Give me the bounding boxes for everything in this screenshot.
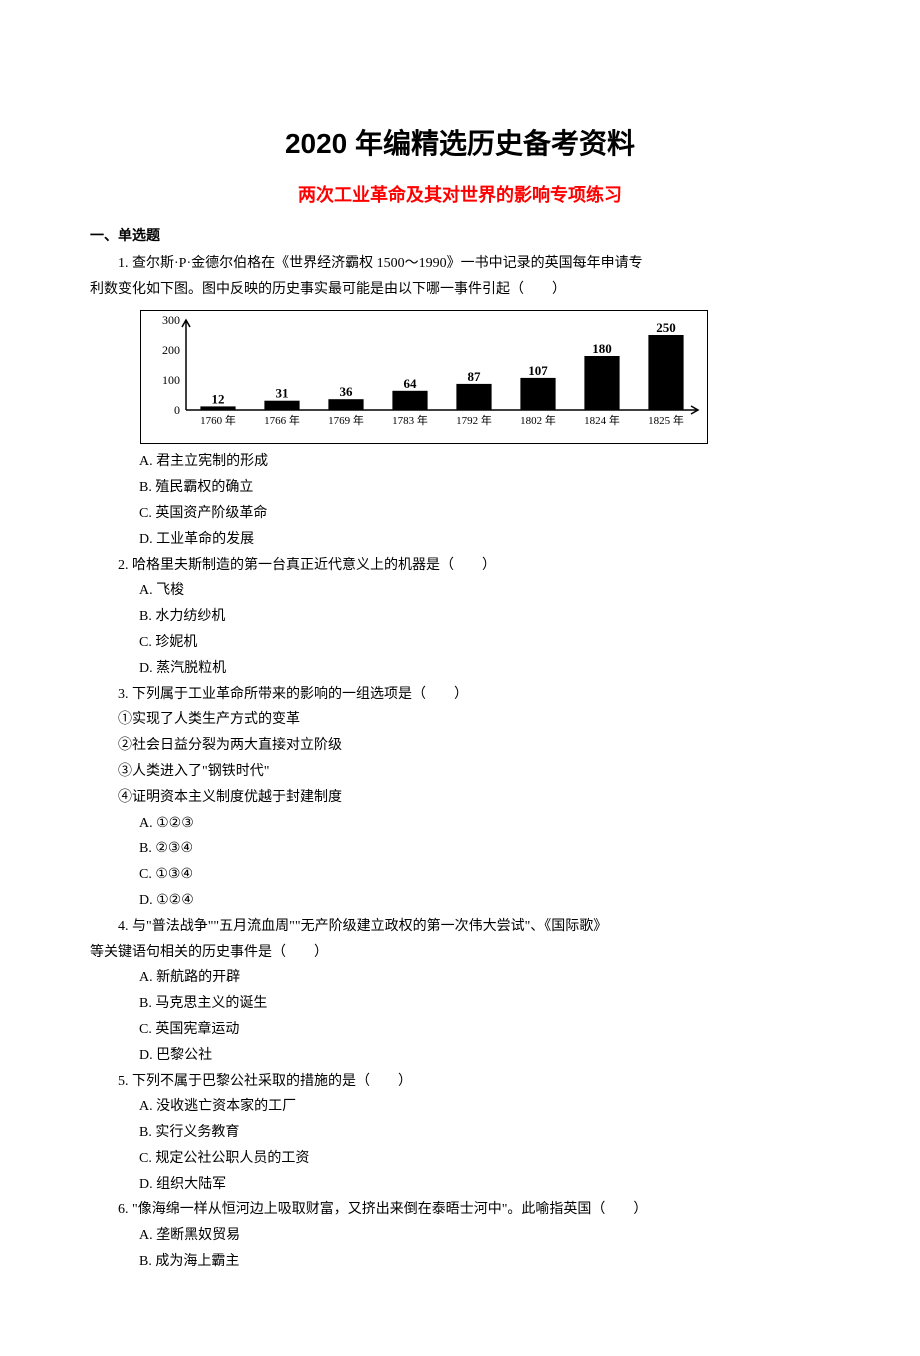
svg-text:200: 200 xyxy=(162,343,180,357)
q5-stem: 5. 下列不属于巴黎公社采取的措施的是（ ） xyxy=(90,1070,830,1094)
q4-stem-line2: 等关键语句相关的历史事件是（ ） xyxy=(90,941,830,965)
main-title: 2020 年编精选历史备考资料 xyxy=(90,120,830,168)
svg-text:250: 250 xyxy=(656,320,676,335)
q3-sub-1: ①实现了人类生产方式的变革 xyxy=(90,708,830,732)
q5-option-a: A. 没收逃亡资本家的工厂 xyxy=(90,1095,830,1119)
svg-text:64: 64 xyxy=(404,375,418,390)
bar-chart-svg: 0 100 200 300 12 1760 年 31 1766 年 36 1769 年 64 1783… xyxy=(144,314,704,432)
q1-option-c: C. 英国资产阶级革命 xyxy=(90,502,830,526)
q6-option-a: A. 垄断黑奴贸易 xyxy=(90,1224,830,1248)
q3-option-b: B. ②③④ xyxy=(90,837,830,861)
svg-text:0: 0 xyxy=(174,403,180,417)
q3-option-d: D. ①②④ xyxy=(90,889,830,913)
q2-option-a: A. 飞梭 xyxy=(90,579,830,603)
svg-text:1824 年: 1824 年 xyxy=(584,413,620,427)
q1-option-b: B. 殖民霸权的确立 xyxy=(90,476,830,500)
q3-sub-3: ③人类进入了"钢铁时代" xyxy=(90,760,830,784)
q4-option-b: B. 马克思主义的诞生 xyxy=(90,992,830,1016)
q3-option-c: C. ①③④ xyxy=(90,863,830,887)
svg-text:36: 36 xyxy=(340,384,354,399)
svg-text:107: 107 xyxy=(528,362,548,377)
svg-text:100: 100 xyxy=(162,373,180,387)
section-heading-1: 一、单选题 xyxy=(90,224,830,248)
q5-option-c: C. 规定公社公职人员的工资 xyxy=(90,1147,830,1171)
q2-option-b: B. 水力纺纱机 xyxy=(90,605,830,629)
q6-stem: 6. "像海绵一样从恒河边上吸取财富，又挤出来倒在泰晤士河中"。此喻指英国（ ） xyxy=(90,1198,830,1222)
q2-option-c: C. 珍妮机 xyxy=(90,631,830,655)
q5-option-b: B. 实行义务教育 xyxy=(90,1121,830,1145)
sub-title: 两次工业革命及其对世界的影响专项练习 xyxy=(90,180,830,211)
q4-option-a: A. 新航路的开辟 xyxy=(90,966,830,990)
q2-stem: 2. 哈格里夫斯制造的第一台真正近代意义上的机器是（ ） xyxy=(90,554,830,578)
svg-text:12: 12 xyxy=(212,391,225,406)
q3-sub-4: ④证明资本主义制度优越于封建制度 xyxy=(90,786,830,810)
svg-text:1825 年: 1825 年 xyxy=(648,413,684,427)
q5-option-d: D. 组织大陆军 xyxy=(90,1173,830,1197)
svg-text:1792 年: 1792 年 xyxy=(456,413,492,427)
q3-option-a: A. ①②③ xyxy=(90,812,830,836)
svg-text:180: 180 xyxy=(592,341,612,356)
q4-option-d: D. 巴黎公社 xyxy=(90,1044,830,1068)
q1-option-a: A. 君主立宪制的形成 xyxy=(90,450,830,474)
q3-sub-2: ②社会日益分裂为两大直接对立阶级 xyxy=(90,734,830,758)
q1-stem-line2: 利数变化如下图。图中反映的历史事实最可能是由以下哪一事件引起（ ） xyxy=(90,278,830,302)
exam-page: 2020 年编精选历史备考资料 两次工业革命及其对世界的影响专项练习 一、单选题… xyxy=(0,0,920,1356)
q4-option-c: C. 英国宪章运动 xyxy=(90,1018,830,1042)
svg-text:300: 300 xyxy=(162,314,180,327)
svg-text:1769 年: 1769 年 xyxy=(328,413,364,427)
q6-option-b: B. 成为海上霸主 xyxy=(90,1250,830,1274)
q1-stem-line1: 1. 查尔斯·P·金德尔伯格在《世界经济霸权 1500～1990》一书中记录的英… xyxy=(90,252,830,276)
q2-option-d: D. 蒸汽脱粒机 xyxy=(90,657,830,681)
svg-text:1760 年: 1760 年 xyxy=(200,413,236,427)
q3-stem: 3. 下列属于工业革命所带来的影响的一组选项是（ ） xyxy=(90,683,830,707)
svg-text:1766 年: 1766 年 xyxy=(264,413,300,427)
svg-text:1802 年: 1802 年 xyxy=(520,413,556,427)
q1-option-d: D. 工业革命的发展 xyxy=(90,528,830,552)
q1-chart: 0 100 200 300 12 1760 年 31 1766 年 36 1769 年 64 1783… xyxy=(140,310,708,445)
svg-text:87: 87 xyxy=(468,368,482,383)
q4-stem-line1: 4. 与"普法战争""五月流血周""无产阶级建立政权的第一次伟大尝试"、《国际歌… xyxy=(90,915,830,939)
svg-text:31: 31 xyxy=(276,385,289,400)
svg-text:1783 年: 1783 年 xyxy=(392,413,428,427)
